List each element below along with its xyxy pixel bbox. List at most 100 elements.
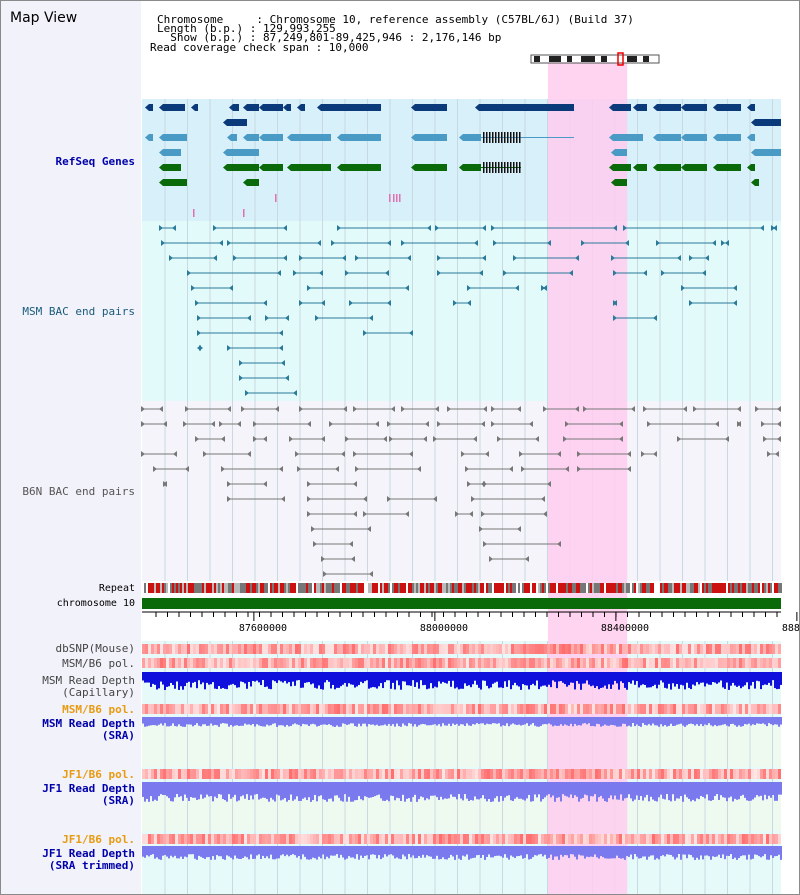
chromosome-bar[interactable]: [142, 598, 781, 609]
gene-feature[interactable]: [751, 104, 755, 111]
depth-bar: [592, 672, 594, 686]
gene-feature[interactable]: [463, 164, 481, 171]
gene-feature[interactable]: [291, 134, 331, 141]
track-label-msm-b6-pol[interactable]: MSM/B6 pol.: [62, 657, 135, 670]
track-label-jf1-pol-2[interactable]: JF1/B6 pol.: [62, 833, 135, 846]
repeat-block: [592, 583, 594, 593]
gene-feature[interactable]: [163, 164, 181, 171]
gene-feature[interactable]: [637, 104, 647, 111]
gene-feature[interactable]: [615, 149, 627, 156]
gene-feature[interactable]: [263, 164, 283, 171]
heat-cell: [286, 644, 289, 654]
gene-feature[interactable]: [717, 104, 741, 111]
chromosome-ideogram[interactable]: [530, 52, 660, 66]
gene-feature[interactable]: [341, 164, 381, 171]
gene-feature[interactable]: [263, 104, 283, 111]
repeat-block: [706, 583, 708, 593]
track-label-msm-b6-pol-2[interactable]: MSM/B6 pol.: [62, 703, 135, 716]
track-label-refseq[interactable]: RefSeq Genes: [55, 155, 135, 168]
gene-feature[interactable]: [751, 164, 755, 171]
gene-feature[interactable]: [755, 179, 759, 186]
depth-bar: [230, 846, 232, 858]
gene-feature[interactable]: [479, 104, 574, 111]
gene-feature[interactable]: [291, 164, 331, 171]
gene-feature[interactable]: [657, 164, 681, 171]
gene-feature[interactable]: [233, 104, 239, 111]
gene-feature[interactable]: [163, 149, 181, 156]
gene-feature[interactable]: [263, 134, 283, 141]
gene-feature[interactable]: [227, 149, 259, 156]
gene-feature[interactable]: [415, 134, 447, 141]
gene-feature[interactable]: [637, 164, 647, 171]
track-label-dbsnp[interactable]: dbSNP(Mouse): [55, 642, 135, 655]
heat-cell: [421, 658, 424, 668]
gene-feature[interactable]: [613, 134, 643, 141]
heat-cell: [457, 704, 460, 714]
depth-bar: [724, 717, 726, 725]
gene-feature[interactable]: [685, 134, 707, 141]
track-label-b6n-bac[interactable]: B6N BAC end pairs: [22, 485, 135, 498]
gene-feature[interactable]: [615, 179, 627, 186]
repeat-block: [692, 583, 694, 593]
gene-feature[interactable]: [247, 179, 259, 186]
repeat-block: [358, 583, 360, 593]
gene-feature[interactable]: [231, 134, 237, 141]
gene-feature[interactable]: [755, 149, 781, 156]
gene-feature[interactable]: [287, 104, 291, 111]
gene-feature[interactable]: [717, 134, 741, 141]
gene-feature[interactable]: [149, 104, 153, 111]
gene-feature[interactable]: [227, 119, 247, 126]
gene-feature[interactable]: [149, 134, 153, 141]
gene-feature[interactable]: [163, 134, 187, 141]
gene-feature[interactable]: [755, 119, 781, 126]
gene-feature[interactable]: [227, 164, 259, 171]
depth-bar: [228, 782, 230, 795]
track-label-jf1-trim[interactable]: JF1 Read Depth: [42, 847, 135, 860]
gene-feature[interactable]: [163, 104, 185, 111]
heat-cell: [400, 834, 403, 844]
heat-cell: [592, 769, 595, 779]
gene-feature[interactable]: [415, 164, 447, 171]
gene-feature[interactable]: [247, 104, 259, 111]
heat-cell: [454, 704, 457, 714]
gene-feature[interactable]: [657, 134, 681, 141]
depth-bar: [246, 846, 248, 858]
track-label-jf1-depth[interactable]: JF1 Read Depth: [42, 782, 135, 795]
track-label-repeat[interactable]: Repeat: [98, 583, 135, 594]
ideogram-position-marker[interactable]: [617, 52, 624, 66]
depth-bar: [396, 672, 398, 681]
gene-feature[interactable]: [613, 104, 631, 111]
heat-cell: [523, 834, 526, 844]
gene-feature[interactable]: [613, 164, 631, 171]
gene-feature[interactable]: [163, 179, 187, 186]
depth-bar: [182, 672, 184, 690]
gene-feature[interactable]: [415, 104, 447, 111]
repeat-block: [638, 583, 640, 593]
track-label-msm-depth-cap[interactable]: MSM Read Depth: [42, 674, 135, 687]
track-label-msm-bac[interactable]: MSM BAC end pairs: [22, 305, 135, 318]
gene-feature[interactable]: [301, 104, 305, 111]
repeat-block: [384, 583, 386, 593]
gene-feature[interactable]: [717, 164, 741, 171]
highlight-region[interactable]: [548, 56, 628, 894]
track-label-jf1-pol[interactable]: JF1/B6 pol.: [62, 768, 135, 781]
depth-bar: [178, 717, 180, 725]
heat-cell: [202, 769, 205, 779]
gene-feature[interactable]: [247, 134, 259, 141]
gene-feature[interactable]: [751, 134, 755, 141]
track-label-msm-depth-sra[interactable]: MSM Read Depth: [42, 717, 135, 730]
depth-bar: [364, 717, 366, 724]
gene-feature[interactable]: [685, 104, 707, 111]
gene-feature[interactable]: [685, 164, 707, 171]
gene-feature[interactable]: [341, 134, 381, 141]
track-label-chromosome[interactable]: chromosome 10: [56, 598, 135, 609]
gene-feature[interactable]: [463, 134, 481, 141]
repeat-block: [534, 583, 536, 593]
gene-feature[interactable]: [195, 104, 198, 111]
depth-bar: [780, 717, 782, 725]
depth-bar: [276, 782, 278, 795]
gene-feature[interactable]: [321, 104, 381, 111]
depth-bar: [160, 717, 162, 724]
gene-feature[interactable]: [657, 104, 681, 111]
